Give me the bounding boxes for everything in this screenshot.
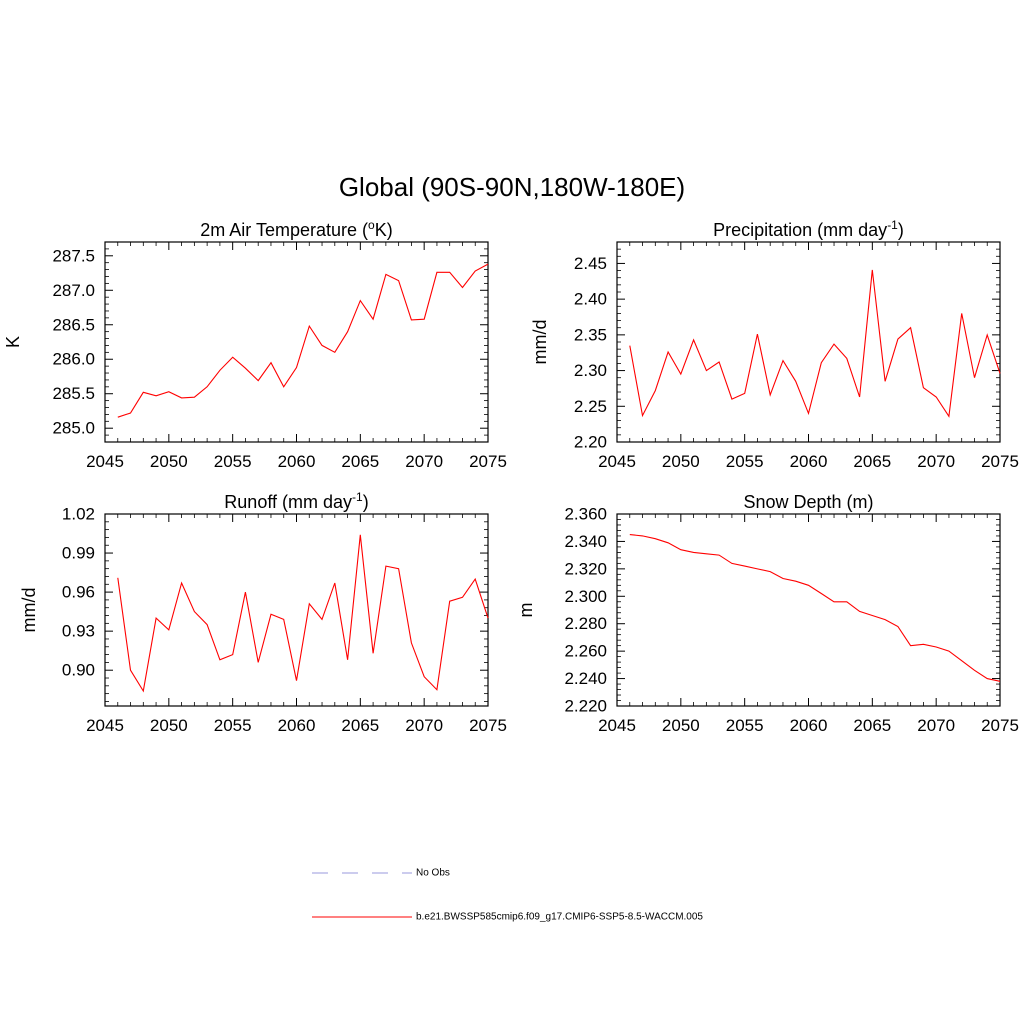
x-tick-label: 2055 bbox=[726, 452, 764, 471]
x-tick-label: 2075 bbox=[981, 716, 1019, 735]
y-tick-label: 2.30 bbox=[574, 361, 607, 380]
y-tick-label: 2.25 bbox=[574, 397, 607, 416]
x-tick-label: 2050 bbox=[150, 716, 188, 735]
x-tick-label: 2045 bbox=[86, 716, 124, 735]
panel-runoff: Runoff (mm day-1) mm/d 2045 2050 2055 2060 206… bbox=[19, 490, 507, 735]
y-tick-label: 2.240 bbox=[564, 669, 607, 688]
panel-title: Snow Depth (m) bbox=[743, 492, 873, 512]
x-tick-label: 2050 bbox=[150, 452, 188, 471]
x-tick-label: 2065 bbox=[341, 716, 379, 735]
panel-title: 2m Air Temperature (oK) bbox=[200, 218, 392, 240]
y-tick-label: 285.5 bbox=[52, 384, 95, 403]
panel-title-sup: -1 bbox=[352, 490, 363, 504]
y-tick-label: 2.35 bbox=[574, 325, 607, 344]
panel-temperature: 2m Air Temperature (oK) K 2045 2050 2055 2060… bbox=[3, 218, 507, 471]
panel-title-main: Precipitation (mm day bbox=[713, 220, 887, 240]
y-tick-label: 286.5 bbox=[52, 315, 95, 334]
x-tick-label: 2065 bbox=[341, 452, 379, 471]
panel-title: Precipitation (mm day-1) bbox=[713, 218, 904, 240]
series-line bbox=[117, 534, 489, 693]
x-tick-label: 2065 bbox=[853, 452, 891, 471]
series-line bbox=[629, 269, 1001, 418]
panel-title-sup: -1 bbox=[887, 218, 898, 232]
y-axis-label: m bbox=[516, 603, 536, 618]
y-tick-label: 0.93 bbox=[62, 622, 95, 641]
x-tick-label: 2060 bbox=[790, 716, 828, 735]
y-tick-label: 2.360 bbox=[564, 505, 607, 524]
legend-label: b.e21.BWSSP585cmip6.f09_g17.CMIP6-SSP5-8… bbox=[416, 912, 703, 923]
y-axis-label: mm/d bbox=[530, 320, 550, 365]
x-tick-label: 2050 bbox=[662, 452, 700, 471]
panel-title-sup: o bbox=[368, 218, 375, 232]
y-tick-label: 2.20 bbox=[574, 433, 607, 452]
panel-title-main: Snow Depth (m) bbox=[743, 492, 873, 512]
x-tick-label: 2070 bbox=[405, 452, 443, 471]
y-tick-label: 1.02 bbox=[62, 505, 95, 524]
panel-snow-depth: Snow Depth (m) m 2045 2050 2055 2060 2065 2070 2… bbox=[516, 492, 1019, 735]
y-tick-label: 0.96 bbox=[62, 583, 95, 602]
legend-label: No Obs bbox=[416, 868, 450, 879]
x-tick-label: 2045 bbox=[598, 452, 636, 471]
legend: No Obs b.e21.BWSSP585cmip6.f09_g17.CMIP6-… bbox=[312, 868, 703, 923]
y-tick-label: 2.40 bbox=[574, 290, 607, 309]
x-tick-label: 2055 bbox=[214, 716, 252, 735]
x-tick-label: 2075 bbox=[469, 452, 507, 471]
y-tick-label: 286.0 bbox=[52, 350, 95, 369]
x-tick-label: 2050 bbox=[662, 716, 700, 735]
y-axis-label: mm/d bbox=[19, 588, 39, 633]
legend-entry: No Obs bbox=[312, 868, 450, 879]
panel-title-end: ) bbox=[363, 492, 369, 512]
x-tick-label: 2075 bbox=[469, 716, 507, 735]
legend-entry: b.e21.BWSSP585cmip6.f09_g17.CMIP6-SSP5-8… bbox=[312, 912, 703, 923]
panel-title-main: Runoff (mm day bbox=[224, 492, 352, 512]
x-tick-label: 2065 bbox=[853, 716, 891, 735]
x-tick-label: 2070 bbox=[917, 716, 955, 735]
y-tick-label: 2.280 bbox=[564, 614, 607, 633]
x-tick-label: 2075 bbox=[981, 452, 1019, 471]
x-tick-label: 2070 bbox=[405, 716, 443, 735]
series-line bbox=[629, 534, 1001, 682]
x-tick-label: 2060 bbox=[278, 716, 316, 735]
x-tick-label: 2045 bbox=[598, 716, 636, 735]
y-axis-label: K bbox=[3, 336, 23, 348]
y-tick-label: 0.99 bbox=[62, 544, 95, 563]
y-tick-label: 2.300 bbox=[564, 587, 607, 606]
y-tick-label: 285.0 bbox=[52, 419, 95, 438]
y-tick-label: 287.5 bbox=[52, 246, 95, 265]
x-tick-label: 2045 bbox=[86, 452, 124, 471]
panels: 2m Air Temperature (oK) K 2045 2050 2055 2060… bbox=[3, 218, 1019, 735]
panel-precipitation: Precipitation (mm day-1) mm/d 2045 2050 2055… bbox=[530, 218, 1019, 471]
x-tick-label: 2055 bbox=[726, 716, 764, 735]
y-tick-label: 2.45 bbox=[574, 254, 607, 273]
x-tick-label: 2070 bbox=[917, 452, 955, 471]
y-tick-label: 2.320 bbox=[564, 559, 607, 578]
y-tick-label: 2.260 bbox=[564, 642, 607, 661]
panel-title: Runoff (mm day-1) bbox=[224, 490, 368, 512]
y-tick-label: 2.340 bbox=[564, 532, 607, 551]
y-tick-label: 0.90 bbox=[62, 661, 95, 680]
panel-title-end: K) bbox=[375, 220, 393, 240]
y-tick-label: 2.220 bbox=[564, 697, 607, 716]
x-tick-label: 2055 bbox=[214, 452, 252, 471]
x-tick-label: 2060 bbox=[278, 452, 316, 471]
panel-title-end: ) bbox=[898, 220, 904, 240]
panel-title-main: 2m Air Temperature ( bbox=[200, 220, 368, 240]
series-line bbox=[117, 263, 489, 418]
x-tick-label: 2060 bbox=[790, 452, 828, 471]
figure-title: Global (90S-90N,180W-180E) bbox=[339, 172, 685, 202]
y-tick-label: 287.0 bbox=[52, 281, 95, 300]
